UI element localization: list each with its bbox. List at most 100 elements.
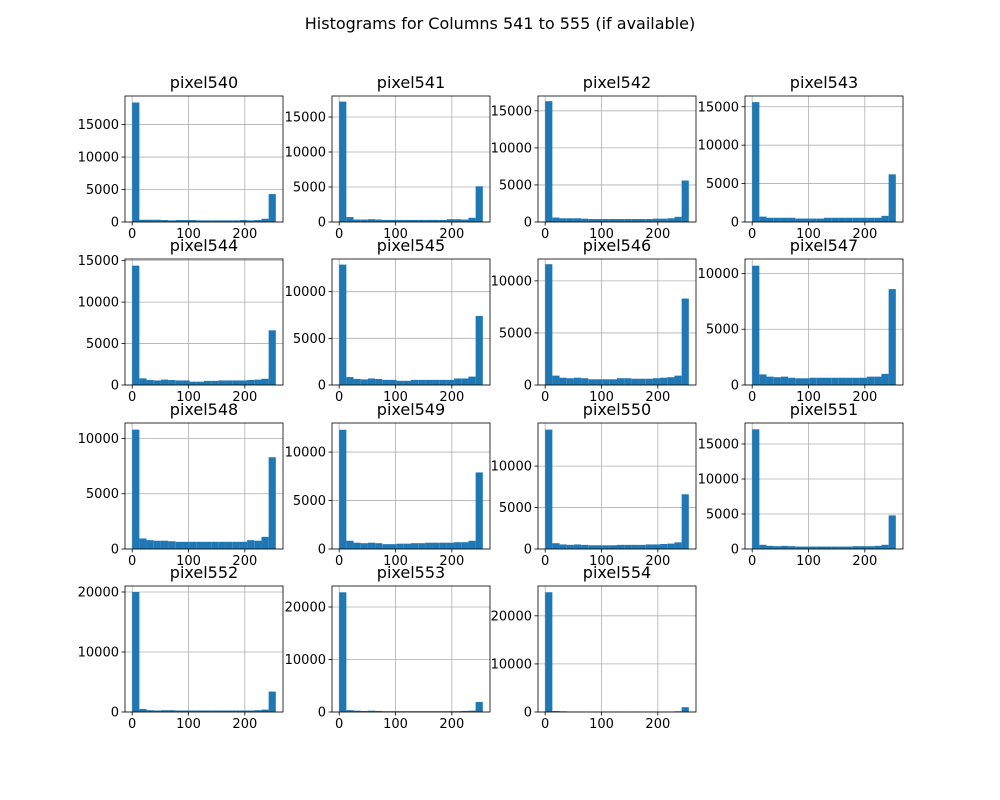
histogram-bar: [838, 377, 846, 385]
histogram-bar: [475, 472, 483, 549]
x-tick-label: 0: [541, 227, 549, 242]
histogram-bar: [339, 101, 347, 222]
histogram-bar: [346, 377, 354, 385]
histogram-bar: [475, 702, 483, 712]
histogram-bar: [867, 546, 875, 549]
y-tick-label: 20000: [491, 609, 532, 624]
histogram-bar: [261, 218, 269, 222]
x-tick-label: 0: [748, 554, 756, 569]
x-tick-label: 0: [748, 390, 756, 405]
y-tick-label: 10000: [285, 653, 326, 668]
histogram-bar: [559, 544, 567, 549]
y-tick-label: 0: [731, 379, 739, 394]
histogram-bar: [168, 380, 176, 385]
x-tick-label: 0: [541, 554, 549, 569]
histogram-bar: [874, 376, 882, 385]
histogram-bar: [602, 219, 610, 222]
histogram-bar: [581, 544, 589, 549]
y-tick-label: 0: [318, 379, 326, 394]
histogram-bar: [667, 377, 675, 385]
histogram-bar: [752, 429, 760, 549]
axes-frame: [331, 95, 491, 223]
histogram-bar: [816, 546, 824, 549]
histogram-bar: [766, 217, 774, 222]
histogram-bar: [132, 429, 140, 549]
axes-frame: [744, 95, 904, 223]
histogram-bar: [411, 379, 419, 385]
histogram-bar: [802, 546, 810, 549]
y-tick-label: 10000: [78, 296, 119, 311]
histogram-bar: [218, 710, 226, 712]
x-tick-label: 100: [383, 554, 408, 569]
histogram-bar: [268, 457, 276, 549]
x-tick-label: 0: [335, 390, 343, 405]
y-tick-label: 0: [318, 706, 326, 721]
x-tick-label: 100: [383, 717, 408, 732]
histogram-bar: [353, 710, 361, 712]
x-tick-label: 200: [232, 227, 257, 242]
histogram-bar: [559, 377, 567, 385]
histogram-bar: [160, 710, 169, 712]
histogram-bar: [389, 379, 397, 385]
histogram-bar: [389, 544, 397, 549]
histogram-bar: [888, 174, 896, 222]
histogram-bar: [375, 543, 383, 549]
histogram-bar: [196, 710, 204, 712]
histogram-bar: [795, 546, 803, 549]
y-tick-label: 0: [731, 216, 739, 231]
panel-pixel554: 0 100 200 0 10000 20000 pixel554: [491, 563, 697, 732]
axes-frame: [331, 585, 491, 713]
histogram-bar: [831, 377, 839, 385]
histogram-bar: [425, 379, 433, 385]
axes-frame: [537, 585, 697, 713]
histogram-bar: [573, 544, 582, 549]
histogram-bar: [411, 543, 419, 549]
histogram-bar: [545, 101, 553, 222]
histogram-bar: [389, 219, 397, 222]
histogram-bar: [189, 381, 197, 385]
histogram-bar: [638, 219, 646, 222]
histogram-bar: [667, 218, 675, 222]
histogram-bar: [382, 219, 390, 222]
histogram-bar: [588, 379, 596, 385]
histogram-bar: [360, 219, 368, 222]
x-tick-label: 200: [645, 227, 670, 242]
histogram-bar: [795, 218, 803, 222]
histogram-bar: [573, 377, 582, 385]
panel-title: pixel543: [790, 73, 858, 92]
histogram-bar: [439, 542, 447, 549]
histogram-bar: [160, 540, 169, 549]
y-tick-label: 0: [318, 216, 326, 231]
axes-frame: [537, 95, 697, 223]
histogram-bar: [795, 378, 803, 385]
histogram-bar: [816, 218, 824, 222]
histogram-bar: [225, 541, 233, 549]
histogram-bar: [609, 219, 617, 222]
histogram-bar: [867, 376, 875, 385]
x-tick-label: 100: [796, 227, 821, 242]
histogram-bar: [218, 380, 226, 385]
histogram-bar: [432, 542, 440, 549]
histogram-bar: [802, 378, 810, 385]
y-tick-label: 10000: [285, 446, 326, 461]
histogram-bar: [339, 429, 347, 549]
histogram-bar: [232, 220, 240, 222]
histogram-bar: [168, 710, 176, 712]
panel-pixel545: 0 100 200 0 5000 10000 pixel545: [285, 236, 491, 405]
panel-pixel553: 0 100 200 0 10000 20000 pixel553: [285, 563, 491, 732]
histogram-bar: [182, 380, 190, 385]
histogram-bar: [831, 217, 839, 222]
histogram-bar: [681, 298, 689, 385]
x-tick-label: 200: [439, 554, 464, 569]
histogram-bar: [874, 217, 882, 222]
y-tick-label: 0: [318, 543, 326, 558]
y-tick-label: 10000: [285, 146, 326, 161]
histogram-bar: [411, 219, 419, 222]
y-tick-label: 5000: [86, 337, 119, 352]
histogram-bar: [852, 217, 860, 222]
panel-title: pixel549: [377, 400, 445, 419]
y-tick-label: 5000: [293, 181, 326, 196]
histogram-bar: [674, 216, 682, 222]
